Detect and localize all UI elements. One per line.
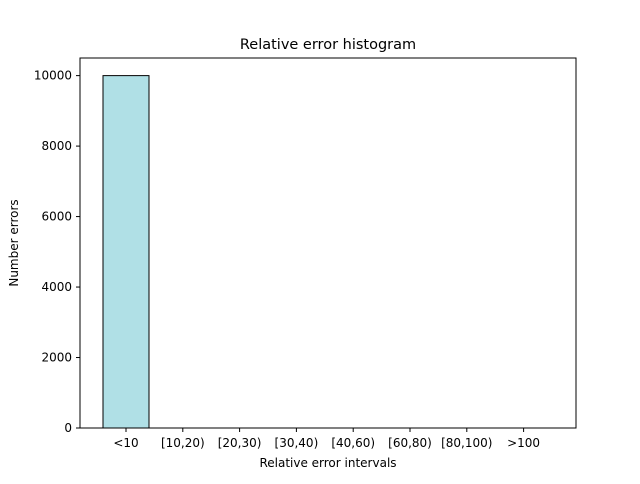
y-ticks-group: 0 2000 4000 6000 8000 10000 [34,69,80,435]
y-tick-label: 8000 [41,139,72,153]
x-ticks-group: <10 [10,20) [20,30) [30,40) [40,60) [60,80) [8… [113,428,540,450]
x-tick-label: [40,60) [331,436,375,450]
bars-group [102,75,150,429]
y-tick-label: 4000 [41,280,72,294]
x-tick-label: [20,30) [218,436,262,450]
x-tick-label: [80,100) [441,436,492,450]
y-axis-label: Number errors [7,199,21,286]
y-tick-label: 10000 [34,69,72,83]
y-tick-label: 0 [64,421,72,435]
y-tick-label: 2000 [41,351,72,365]
bar-0 [102,75,150,429]
x-tick-label: [10,20) [161,436,205,450]
chart-title: Relative error histogram [240,37,416,53]
x-tick-label: <10 [113,436,138,450]
x-axis-label: Relative error intervals [259,456,396,470]
x-tick-label: [60,80) [388,436,432,450]
plot-frame [79,57,577,429]
y-tick-label: 6000 [41,210,72,224]
x-tick-label: [30,40) [275,436,319,450]
x-tick-label: >100 [507,436,540,450]
